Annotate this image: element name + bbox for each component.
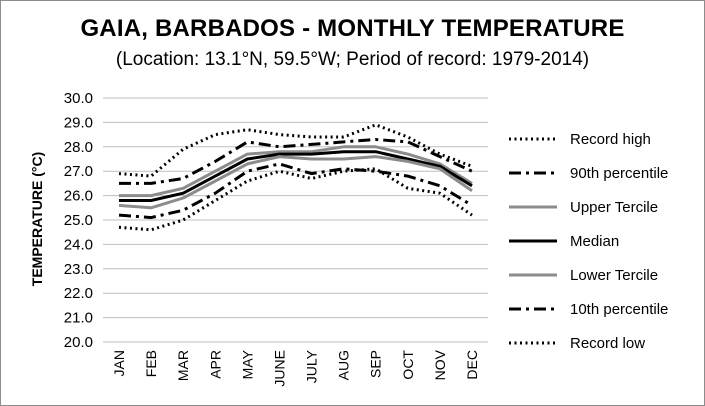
series-line-record-high: [118, 123, 473, 178]
legend-label: Median: [570, 233, 619, 250]
x-tick-label: OCT: [400, 350, 416, 380]
y-tick-label: 26.0: [64, 188, 93, 205]
y-tick-label: 24.0: [64, 236, 93, 253]
legend-label: 10th percentile: [570, 301, 668, 318]
y-axis-ticks: 20.0 21.0 22.0 23.0 24.0 25.0 26.0 27.0 28.0 29.0…: [64, 90, 93, 351]
series-line-median: [119, 150, 473, 202]
series-line-90th-percentile: [119, 138, 473, 185]
legend-label: Record high: [570, 131, 651, 148]
y-tick-label: 20.0: [64, 334, 93, 351]
x-tick-label: FEB: [143, 350, 159, 377]
x-tick-label: AUG: [336, 350, 352, 380]
gridlines: [103, 97, 488, 343]
legend-label: Upper Tercile: [570, 199, 658, 216]
y-tick-label: 28.0: [64, 139, 93, 156]
x-tick-label: JULY: [304, 349, 320, 383]
x-tick-label: NOV: [432, 349, 448, 380]
x-tick-label: APR: [207, 350, 223, 379]
y-tick-label: 27.0: [64, 163, 93, 180]
y-tick-label: 22.0: [64, 285, 93, 302]
series-line-10th-percentile: [118, 162, 473, 220]
series-line-lower-tercile: [118, 155, 473, 210]
x-tick-label: DEC: [464, 350, 480, 380]
y-axis-label: TEMPERATURE (°C): [29, 152, 45, 286]
x-tick-label: MAY: [239, 349, 255, 379]
x-axis-ticks: JAN FEB MAR APR MAY JUNE JULY AUG SEP OCT NOV DEC: [111, 349, 480, 386]
y-tick-label: 21.0: [64, 310, 93, 327]
x-tick-label: MAR: [175, 350, 191, 381]
y-tick-label: 29.0: [64, 114, 93, 131]
legend-label: 90th percentile: [570, 165, 668, 182]
legend-label: Lower Tercile: [570, 267, 658, 284]
series-line-record-low: [118, 167, 473, 232]
series-lines: [118, 123, 473, 232]
legend-label: Record low: [570, 335, 645, 352]
y-tick-label: 30.0: [64, 90, 93, 107]
x-tick-label: JAN: [111, 350, 127, 376]
x-tick-label: JUNE: [271, 350, 287, 387]
legend: Record high 90th percentile Upper Tercile M…: [509, 131, 668, 352]
chart-subtitle: (Location: 13.1°N, 59.5°W; Period of rec…: [115, 49, 590, 70]
series-line-upper-tercile: [119, 145, 473, 198]
x-tick-label: SEP: [368, 350, 384, 378]
y-tick-label: 23.0: [64, 261, 93, 278]
y-tick-label: 25.0: [64, 212, 93, 229]
chart-title: GAIA, BARBADOS - MONTHLY TEMPERATURE: [80, 15, 625, 42]
